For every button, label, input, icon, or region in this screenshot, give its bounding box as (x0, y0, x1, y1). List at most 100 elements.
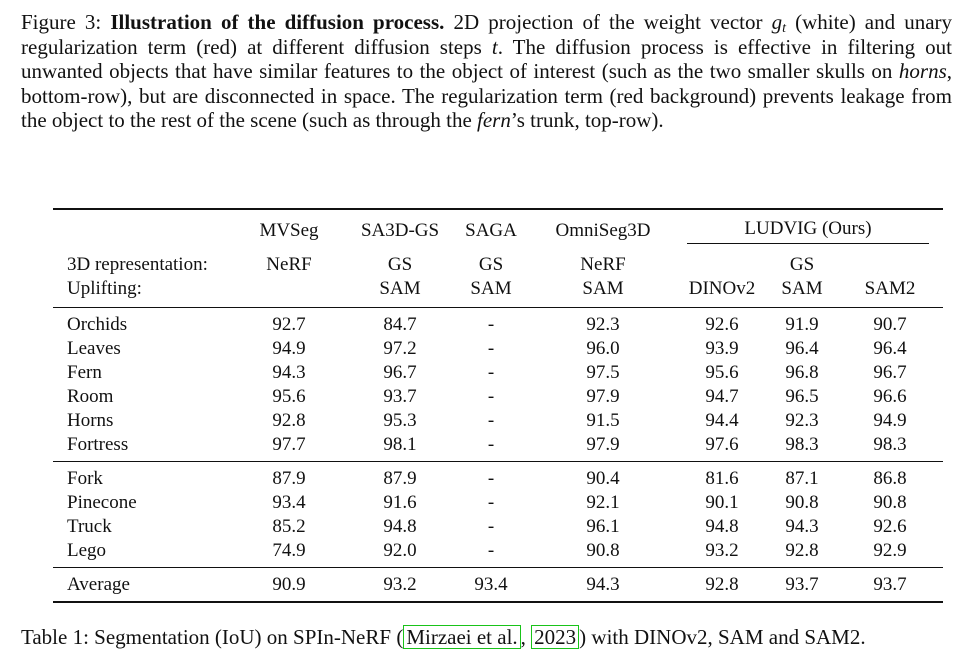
citation-year-link[interactable]: 2023 (531, 625, 580, 649)
results-table: MVSeg SA3D-GS SAGA OmniSeg3D LUDVIG (Our… (53, 208, 943, 603)
score-cell: 91.6 (383, 492, 417, 513)
score-cell: 87.9 (231, 461, 347, 491)
score-cell: 93.4 (272, 492, 306, 513)
score-cell: 84.7 (347, 307, 453, 337)
representation-cell: GS (387, 254, 413, 275)
score-cell: 96.5 (785, 386, 819, 407)
representation-cell: NeRF (580, 254, 626, 275)
score-cell: 92.7 (231, 307, 347, 337)
uplifting-cell: SAM (781, 278, 823, 299)
score-cell: 91.9 (767, 307, 837, 337)
table-caption-text: ) with DINOv2, SAM and SAM2. (579, 625, 866, 649)
table-row: Leaves 94.9 97.2 - 96.0 93.9 96.4 96.4 (53, 337, 943, 361)
score-cell: - (487, 492, 495, 513)
score-cell: 92.3 (785, 410, 819, 431)
score-cell: 74.9 (272, 540, 306, 561)
score-cell: - (487, 410, 495, 431)
table-caption-text: Table 1: Segmentation (IoU) on SPIn-NeRF… (21, 625, 404, 649)
score-cell: 94.9 (272, 338, 306, 359)
table-row: Average 90.9 93.2 93.4 94.3 92.8 93.7 93.7 (53, 567, 943, 603)
uplifting-cell: DINOv2 (688, 278, 756, 299)
table-row: Fern 94.3 96.7 - 97.5 95.6 96.8 96.7 (53, 361, 943, 385)
figure-caption-text: 2D projection of the weight vector (453, 10, 763, 34)
score-cell: 97.9 (586, 386, 620, 407)
math-g-symbol: g (771, 10, 783, 34)
ludvig-header-cell: LUDVIG (Ours) (677, 208, 943, 246)
uplifting-row: Uplifting: SAM SAM SAM DINOv2 SAM SAM2 (53, 277, 943, 308)
score-cell: 92.1 (586, 492, 620, 513)
score-cell: 95.3 (383, 410, 417, 431)
method-header: OmniSeg3D (529, 208, 677, 246)
table-row: Fortress 97.7 98.1 - 97.9 97.6 98.3 98.3 (53, 433, 943, 462)
score-cell: 96.4 (873, 338, 907, 359)
score-cell: 94.3 (785, 516, 819, 537)
uplifting-cell: SAM (379, 278, 421, 299)
figure-title: Illustration of the diffusion process. (110, 10, 445, 34)
scene-name: Pinecone (67, 492, 137, 513)
score-cell: 81.6 (677, 461, 767, 491)
method-header-row: MVSeg SA3D-GS SAGA OmniSeg3D LUDVIG (Our… (53, 208, 943, 246)
scene-name: Orchids (53, 307, 231, 337)
figure-caption-text: ’s trunk, top-row). (510, 108, 664, 132)
method-header: SAGA (453, 208, 529, 246)
scene-name: Truck (67, 516, 112, 537)
score-cell: 90.4 (529, 461, 677, 491)
score-cell: 90.1 (705, 492, 739, 513)
representation-row: 3D representation: NeRF GS GS NeRF GS (53, 246, 943, 277)
score-cell: 92.0 (383, 540, 417, 561)
scene-name: Horns (67, 410, 114, 431)
score-cell: 96.6 (873, 386, 907, 407)
score-cell: 94.8 (383, 516, 417, 537)
representation-cell: GS (789, 254, 815, 275)
score-cell: 90.8 (873, 492, 907, 513)
score-cell: 94.4 (705, 410, 739, 431)
score-cell: 96.0 (586, 338, 620, 359)
score-cell: 90.9 (231, 567, 347, 603)
figure-label: Figure 3: (21, 10, 102, 34)
table-caption: Table 1: Segmentation (IoU) on SPIn-NeRF… (21, 624, 966, 650)
uplifting-cell: SAM (470, 278, 512, 299)
table-row: Lego 74.9 92.0 - 90.8 93.2 92.8 92.9 (53, 539, 943, 568)
method-header: SA3D-GS (347, 208, 453, 246)
score-cell: 92.8 (677, 567, 767, 603)
ludvig-header: LUDVIG (Ours) (687, 217, 929, 244)
score-cell: 87.9 (347, 461, 453, 491)
score-cell: 94.8 (705, 516, 739, 537)
method-header: MVSeg (231, 208, 347, 246)
math-t: t (491, 34, 498, 59)
score-cell: 96.7 (873, 362, 907, 383)
italic-horns: horns (898, 59, 947, 83)
scene-name: Room (67, 386, 114, 407)
scene-name: Fern (67, 362, 102, 383)
score-cell: 96.4 (785, 338, 819, 359)
score-cell: 93.2 (705, 540, 739, 561)
score-cell: 93.7 (837, 567, 943, 603)
score-cell: 94.7 (705, 386, 739, 407)
score-cell: 92.3 (529, 307, 677, 337)
score-cell: 97.7 (272, 434, 306, 455)
score-cell: - (487, 516, 495, 537)
score-cell: 93.7 (767, 567, 837, 603)
math-g: gt (771, 10, 786, 36)
score-cell: 98.3 (785, 434, 819, 455)
score-cell: 94.9 (873, 410, 907, 431)
citation-author-link[interactable]: Mirzaei et al. (403, 625, 521, 649)
score-cell: 90.8 (586, 540, 620, 561)
scene-name: Fork (53, 461, 231, 491)
score-cell: 93.4 (453, 567, 529, 603)
score-cell: - (453, 461, 529, 491)
score-cell: 95.6 (705, 362, 739, 383)
score-cell: 90.8 (785, 492, 819, 513)
score-cell: 92.9 (873, 540, 907, 561)
score-cell: 92.6 (873, 516, 907, 537)
score-cell: 93.7 (383, 386, 417, 407)
score-cell: - (487, 386, 495, 407)
score-cell: 92.8 (785, 540, 819, 561)
score-cell: 90.7 (837, 307, 943, 337)
figure-caption: Figure 3: Illustration of the diffusion … (21, 10, 952, 133)
uplifting-cell (231, 277, 347, 308)
score-cell: 97.9 (586, 434, 620, 455)
score-cell: 92.8 (272, 410, 306, 431)
score-cell: 94.3 (529, 567, 677, 603)
scene-name: Fortress (67, 434, 129, 455)
